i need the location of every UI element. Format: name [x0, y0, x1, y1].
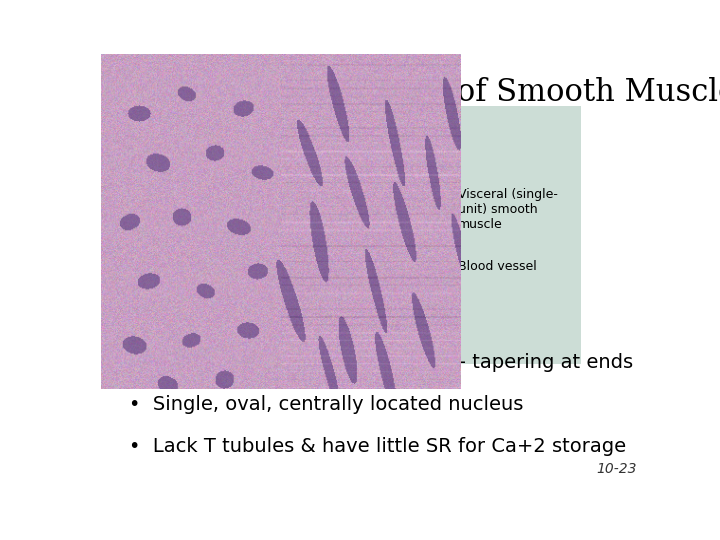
Text: Visceral (single-
unit) smooth
muscle: Visceral (single- unit) smooth muscle: [380, 188, 558, 231]
Text: 10-23: 10-23: [596, 462, 637, 476]
Text: Longitudinal section: Longitudinal section: [293, 373, 406, 382]
FancyBboxPatch shape: [168, 106, 581, 364]
Text: Microscopic Anatomy of Smooth Muscle: Microscopic Anatomy of Smooth Muscle: [112, 77, 720, 109]
Text: Blood vessel: Blood vessel: [297, 260, 537, 274]
Text: Transverse section: Transverse section: [178, 373, 282, 382]
Text: •  Single, oval, centrally located nucleus: • Single, oval, centrally located nucleu…: [129, 395, 523, 414]
Text: •  Small, involuntary muscle cell -- tapering at ends: • Small, involuntary muscle cell -- tape…: [129, 354, 633, 373]
Text: •  Lack T tubules & have little SR for Ca+2 storage: • Lack T tubules & have little SR for Ca…: [129, 437, 626, 456]
